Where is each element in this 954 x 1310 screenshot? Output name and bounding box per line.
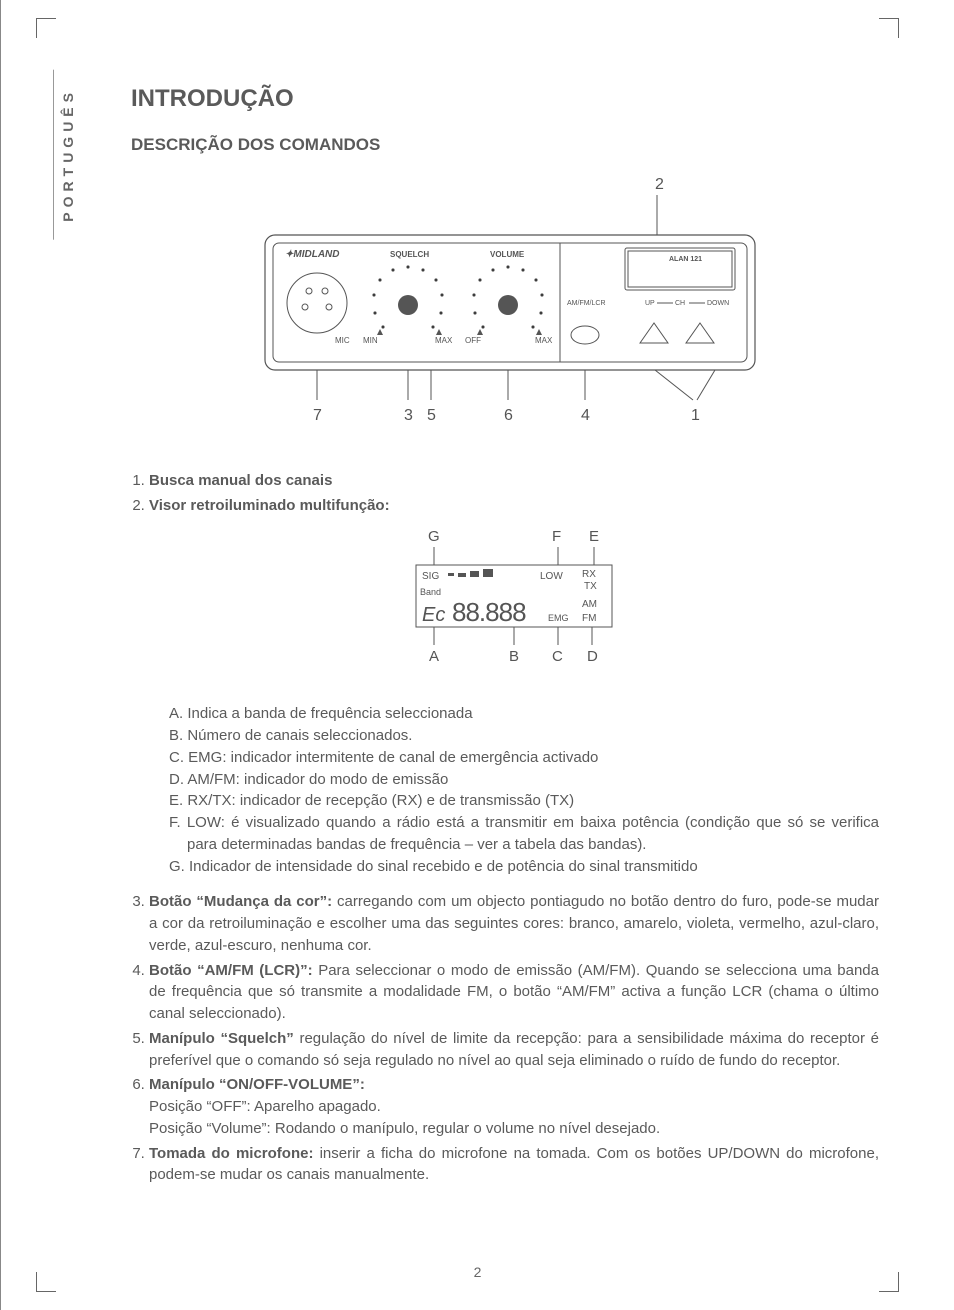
lcd-band: Band <box>420 587 441 597</box>
up-label: UP <box>645 300 655 307</box>
off-label: OFF <box>465 336 481 345</box>
lcd-low: LOW <box>540 571 563 582</box>
legend-item: C. EMG: indicador intermitente de canal … <box>169 747 879 769</box>
callout-3: 3 <box>404 407 413 424</box>
page-title: INTRODUÇÃO <box>131 85 879 113</box>
model-label: ALAN 121 <box>669 256 702 263</box>
lcd-callout-F: F <box>552 528 561 545</box>
squelch-label: SQUELCH <box>390 250 429 259</box>
lcd-callout-E: E <box>589 528 599 545</box>
lcd-am: AM <box>582 599 597 610</box>
legend-item: F. LOW: é visualizado quando a rádio est… <box>169 812 879 856</box>
callout-6: 6 <box>504 407 513 424</box>
list-item: Visor retroiluminado multifunção: G F E … <box>149 495 879 878</box>
page-number: 2 <box>1 1264 954 1280</box>
radio-diagram: 2 MIC SQUELCH MIN MAX <box>245 175 765 440</box>
lcd-emg: EMG <box>548 613 569 623</box>
lcd-legend-list: A. Indica a banda de frequência seleccio… <box>149 703 879 877</box>
crop-mark <box>36 18 56 38</box>
lcd-sig: SIG <box>422 571 439 582</box>
lcd-digits: 88.888 <box>452 597 526 627</box>
item-text: Posição “OFF”: Aparelho apagado. <box>149 1098 381 1115</box>
lcd-tx: TX <box>584 581 597 592</box>
callout-7: 7 <box>313 407 322 424</box>
list-item: Manípulo “ON/OFF-VOLUME”: Posição “OFF”:… <box>149 1074 879 1139</box>
lcd-ec: Ec <box>422 604 445 626</box>
list-item: Tomada do microfone: inserir a ficha do … <box>149 1143 879 1187</box>
manual-page: PORTUGUÊS INTRODUÇÃO DESCRIÇÃO DOS COMAN… <box>0 0 954 1310</box>
language-tab: PORTUGUÊS <box>53 70 82 240</box>
legend-item: E. RX/TX: indicador de recepção (RX) e d… <box>169 790 879 812</box>
max-label-2: MAX <box>535 336 553 345</box>
lcd-rx: RX <box>582 569 596 580</box>
crop-mark <box>879 18 899 38</box>
callout-2: 2 <box>655 176 664 193</box>
list-item: Botão “Mudança da cor”: carregando com u… <box>149 891 879 956</box>
legend-item: D. AM/FM: indicador do modo de emissão <box>169 769 879 791</box>
lcd-callout-A: A <box>429 648 439 665</box>
legend-item: A. Indica a banda de frequência seleccio… <box>169 703 879 725</box>
min-label: MIN <box>363 336 378 345</box>
lcd-fm: FM <box>582 613 596 624</box>
list-item: Manípulo “Squelch” regulação do nível de… <box>149 1028 879 1072</box>
callout-5: 5 <box>427 407 436 424</box>
lcd-callout-D: D <box>587 648 598 665</box>
max-label: MAX <box>435 336 453 345</box>
mic-label: MIC <box>335 336 350 345</box>
amfm-label: AM/FM/LCR <box>567 300 606 307</box>
brand-logo: ✦MIDLAND <box>285 249 339 260</box>
legend-item: G. Indicador de intensidade do sinal rec… <box>169 856 879 878</box>
callout-1: 1 <box>691 407 700 424</box>
lcd-callout-C: C <box>552 648 563 665</box>
lcd-diagram: G F E SIG LOW RX TX Band Ec 88.888 <box>404 527 624 684</box>
item-text: Posição “Volume”: Rodando o manípulo, re… <box>149 1120 660 1137</box>
section-title: DESCRIÇÃO DOS COMANDOS <box>131 135 879 155</box>
list-item: Botão “AM/FM (LCR)”: Para seleccionar o … <box>149 960 879 1025</box>
lcd-callout-G: G <box>428 528 440 545</box>
callout-4: 4 <box>581 407 590 424</box>
command-list: Busca manual dos canais Visor retroilumi… <box>131 470 879 1186</box>
ch-label: CH <box>675 300 685 307</box>
down-label: DOWN <box>707 300 729 307</box>
lcd-callout-B: B <box>509 648 519 665</box>
list-item: Busca manual dos canais <box>149 470 879 492</box>
volume-label: VOLUME <box>490 250 525 259</box>
legend-item: B. Número de canais seleccionados. <box>169 725 879 747</box>
